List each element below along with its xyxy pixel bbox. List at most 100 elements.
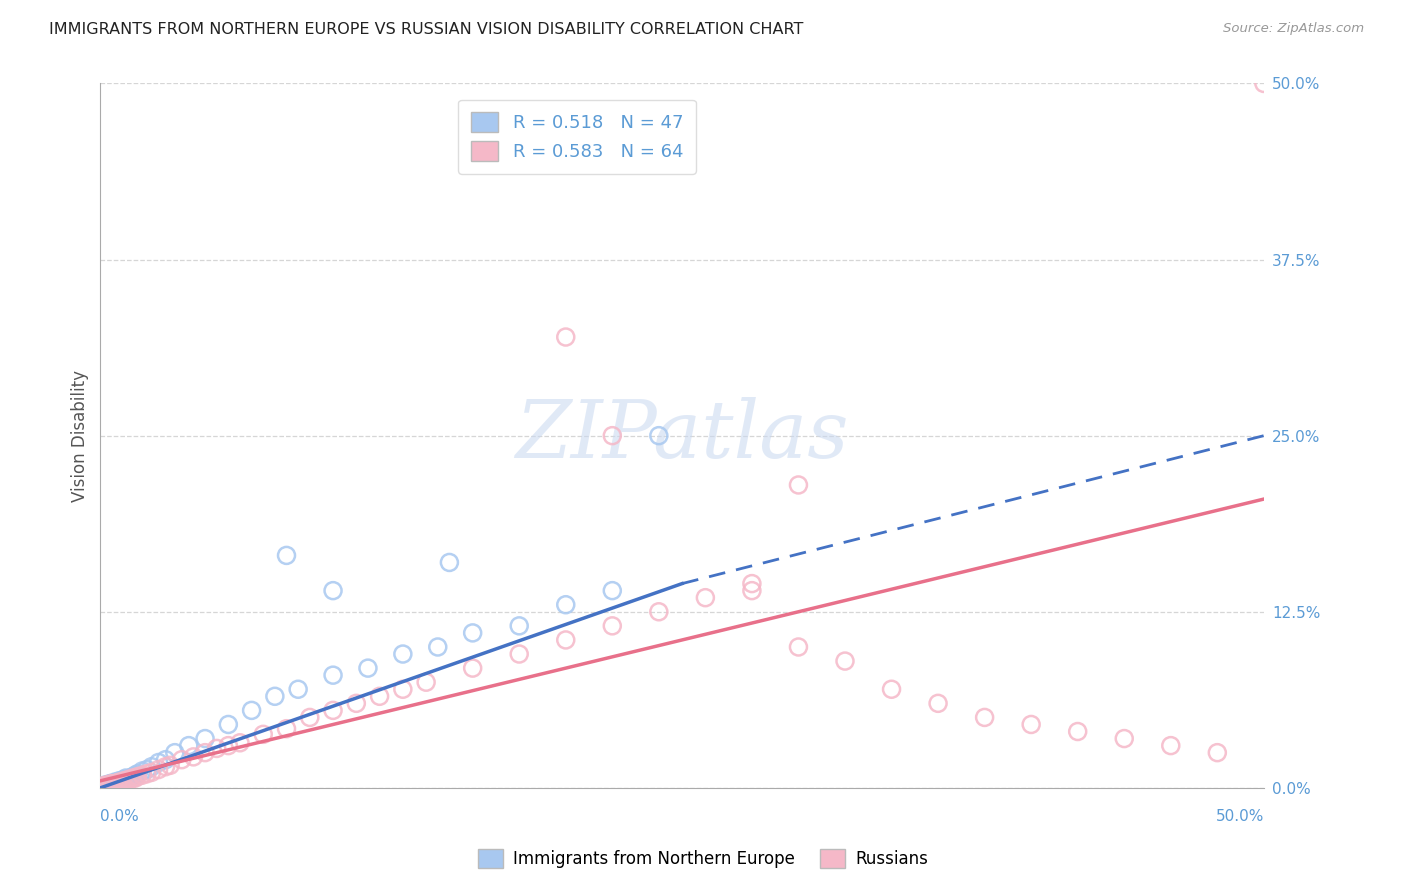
Point xyxy=(122,770,145,784)
Point xyxy=(415,675,437,690)
Y-axis label: Vision Disability: Vision Disability xyxy=(72,369,89,501)
Point xyxy=(110,773,132,788)
Point xyxy=(155,760,177,774)
Point xyxy=(101,777,124,791)
Point xyxy=(217,717,239,731)
Point xyxy=(217,739,239,753)
Point xyxy=(96,780,118,794)
Point xyxy=(322,668,344,682)
Point xyxy=(91,780,114,794)
Point xyxy=(554,330,576,344)
Point xyxy=(322,703,344,717)
Point xyxy=(115,771,138,785)
Point xyxy=(141,760,163,774)
Point xyxy=(183,750,205,764)
Point xyxy=(392,682,415,697)
Point xyxy=(122,771,145,785)
Point xyxy=(105,775,128,789)
Point xyxy=(108,773,131,788)
Point xyxy=(1067,724,1090,739)
Point xyxy=(112,772,135,787)
Point xyxy=(112,773,135,788)
Point xyxy=(97,778,120,792)
Point xyxy=(461,626,484,640)
Point xyxy=(100,778,122,792)
Point xyxy=(1206,746,1229,760)
Point xyxy=(600,428,623,442)
Point xyxy=(148,756,170,770)
Point xyxy=(98,778,121,792)
Legend: Immigrants from Northern Europe, Russians: Immigrants from Northern Europe, Russian… xyxy=(471,843,935,875)
Point xyxy=(973,710,995,724)
Point xyxy=(141,765,163,780)
Point xyxy=(131,764,153,778)
Point xyxy=(276,722,298,736)
Point xyxy=(91,780,114,794)
Point xyxy=(834,654,856,668)
Point xyxy=(163,746,186,760)
Point xyxy=(600,619,623,633)
Point xyxy=(252,727,274,741)
Point xyxy=(205,741,228,756)
Point xyxy=(131,768,153,782)
Point xyxy=(155,753,177,767)
Point xyxy=(94,780,117,794)
Point xyxy=(240,703,263,717)
Point xyxy=(96,778,118,792)
Point xyxy=(194,731,217,746)
Legend: R = 0.518   N = 47, R = 0.583   N = 64: R = 0.518 N = 47, R = 0.583 N = 64 xyxy=(458,100,696,174)
Point xyxy=(93,779,115,793)
Point xyxy=(322,583,344,598)
Point xyxy=(554,598,576,612)
Text: Source: ZipAtlas.com: Source: ZipAtlas.com xyxy=(1223,22,1364,36)
Text: 50.0%: 50.0% xyxy=(1216,809,1264,824)
Point xyxy=(96,779,118,793)
Point xyxy=(94,780,117,794)
Point xyxy=(695,591,717,605)
Point xyxy=(461,661,484,675)
Point xyxy=(194,746,217,760)
Text: ZIPatlas: ZIPatlas xyxy=(516,397,849,475)
Point xyxy=(94,778,117,792)
Point xyxy=(344,697,367,711)
Point xyxy=(927,697,949,711)
Point xyxy=(110,775,132,789)
Point xyxy=(98,777,121,791)
Point xyxy=(787,640,810,654)
Point xyxy=(392,647,415,661)
Point xyxy=(298,710,321,724)
Point xyxy=(368,690,391,704)
Point xyxy=(101,778,124,792)
Point xyxy=(103,777,125,791)
Point xyxy=(135,766,157,780)
Point xyxy=(103,775,125,789)
Point xyxy=(108,777,131,791)
Point xyxy=(148,763,170,777)
Point xyxy=(648,428,671,442)
Point xyxy=(600,583,623,598)
Point xyxy=(880,682,903,697)
Point xyxy=(648,605,671,619)
Point xyxy=(115,773,138,788)
Point xyxy=(439,556,461,570)
Point xyxy=(787,478,810,492)
Point xyxy=(554,632,576,647)
Point xyxy=(426,640,449,654)
Point xyxy=(741,576,763,591)
Point xyxy=(103,777,125,791)
Point xyxy=(287,682,309,697)
Point xyxy=(120,772,142,787)
Point xyxy=(1019,717,1042,731)
Point xyxy=(124,768,146,782)
Point xyxy=(264,690,287,704)
Point xyxy=(229,736,252,750)
Point xyxy=(1160,739,1182,753)
Point xyxy=(508,647,530,661)
Point xyxy=(101,777,124,791)
Point xyxy=(741,583,763,598)
Point xyxy=(127,766,149,780)
Point xyxy=(98,777,121,791)
Point xyxy=(276,549,298,563)
Point xyxy=(124,771,146,785)
Point xyxy=(120,771,142,785)
